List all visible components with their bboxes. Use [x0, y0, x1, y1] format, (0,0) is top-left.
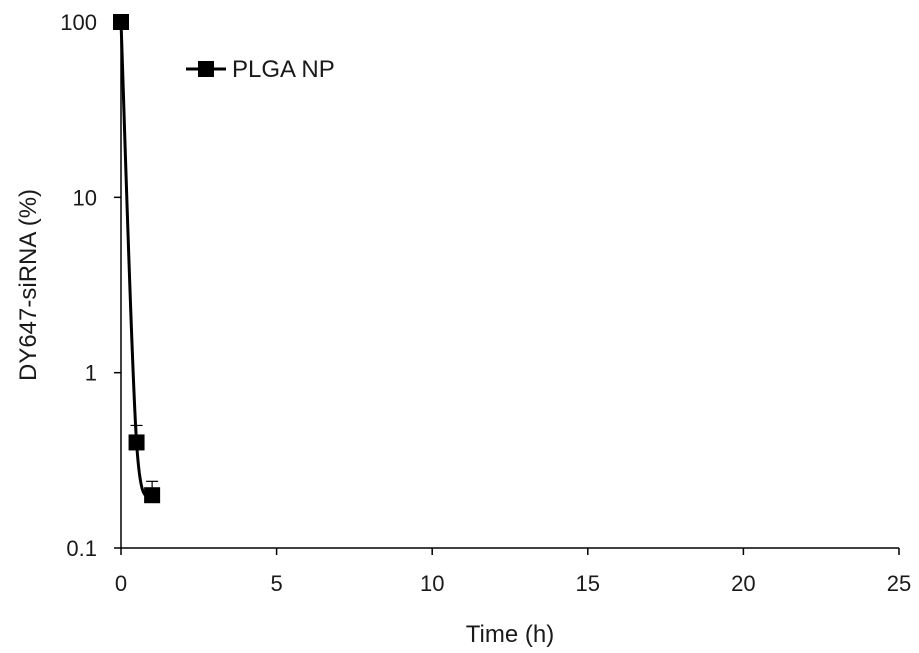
- legend-label: PLGA NP: [232, 56, 335, 83]
- y-tick-label: 100: [60, 10, 97, 35]
- legend: PLGA NP: [186, 56, 335, 83]
- y-axis-title: DY647-siRNA (%): [15, 189, 42, 381]
- series-lines: [121, 22, 152, 496]
- y-tick-label: 1: [85, 361, 97, 386]
- x-tick-label: 15: [576, 571, 600, 596]
- x-tick-label: 25: [887, 571, 911, 596]
- data-point: [129, 434, 145, 450]
- y-tick-label: 0.1: [66, 536, 97, 561]
- x-tick-label: 20: [731, 571, 755, 596]
- y-ticks: 0.1 1 10 100: [60, 10, 121, 561]
- x-axis-title: Time (h): [466, 621, 554, 648]
- axes: [121, 22, 899, 548]
- x-ticks: 0 5 10 15 20 25: [115, 548, 911, 596]
- x-tick-label: 0: [115, 571, 127, 596]
- data-point: [113, 14, 129, 30]
- data-point: [144, 487, 160, 503]
- y-tick-label: 10: [73, 185, 97, 210]
- legend-marker: [198, 61, 214, 77]
- x-tick-label: 10: [420, 571, 444, 596]
- x-tick-label: 5: [270, 571, 282, 596]
- series-line: [121, 22, 152, 496]
